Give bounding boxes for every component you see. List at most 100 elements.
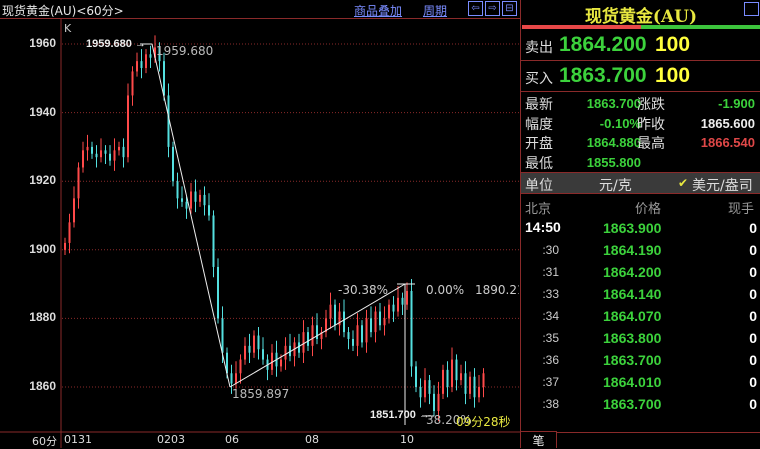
high-label-left: 1959.680 →	[86, 38, 146, 50]
candle-body	[469, 376, 471, 394]
tick-price: 1864.140	[603, 286, 662, 302]
candle-body	[365, 318, 368, 343]
candle-body	[460, 373, 462, 381]
candle-body	[226, 352, 228, 374]
candle-body	[73, 198, 75, 223]
candle-body	[446, 369, 449, 387]
tick-price: 1864.010	[603, 374, 662, 390]
tick-qty: 0	[749, 242, 757, 258]
candle-body	[221, 318, 224, 353]
candle-body	[302, 332, 305, 353]
overlay-link[interactable]: 商品叠加	[354, 4, 403, 18]
candle-body	[316, 325, 318, 339]
candle-body	[271, 352, 273, 370]
unit-label: 单位	[525, 178, 553, 194]
x-tick-label: 08	[305, 433, 319, 446]
unit-usd-option[interactable]: 美元/盎司	[692, 178, 753, 194]
candle-body	[203, 194, 206, 206]
tick-row: :35 1863.800 0	[521, 329, 760, 349]
scroll-left-button[interactable]: ⇦	[468, 1, 483, 16]
tick-row: :37 1864.010 0	[521, 373, 760, 393]
candlestick-chart[interactable]	[0, 19, 520, 448]
candle-body	[482, 373, 485, 387]
candle-body	[176, 181, 179, 199]
tick-price: 1863.900	[603, 220, 662, 236]
tick-qty: 0	[749, 352, 757, 368]
tab-ticks[interactable]: 笔	[521, 431, 557, 448]
candle-body	[104, 150, 107, 154]
period-label: 60分	[32, 435, 57, 448]
y-tick-label: 1880	[29, 310, 56, 325]
layout-button[interactable]: ⊟	[502, 1, 517, 16]
x-tick-label: 06	[225, 433, 239, 446]
candle-body	[428, 380, 431, 394]
candle-body	[68, 222, 71, 243]
candle-body	[82, 150, 84, 168]
check-icon: ✔	[678, 176, 689, 190]
tick-qty: 0	[749, 286, 757, 302]
candle-body	[289, 345, 291, 357]
top-value-label: 1890.21	[475, 283, 519, 297]
tick-time: :31	[542, 265, 559, 279]
candle-body	[230, 373, 233, 384]
tick-row: :30 1864.190 0	[521, 241, 760, 261]
sell-row: 卖出 1864.200 100	[521, 33, 760, 59]
candle-body	[127, 95, 129, 158]
candle-body	[352, 338, 354, 346]
bottom-label-left: 1851.700 →	[370, 409, 430, 421]
candle-body	[311, 325, 314, 346]
candle-body	[86, 146, 89, 151]
sell-label: 卖出	[525, 40, 553, 56]
x-tick-label: 0131	[64, 433, 92, 446]
tick-time: 14:50	[525, 219, 561, 235]
tick-price: 1864.070	[603, 308, 662, 324]
period-link[interactable]: 周期	[423, 4, 448, 18]
candle-body	[401, 297, 404, 305]
candle-body	[392, 304, 395, 312]
candle-body	[100, 150, 102, 158]
candle-body	[253, 335, 255, 353]
stat-value: -0.10%	[599, 115, 641, 131]
candle-body	[347, 332, 350, 339]
candle-body	[419, 387, 422, 398]
candle-body	[244, 345, 246, 360]
sell-price: 1864.200	[559, 33, 647, 56]
countdown-timer: 09分28秒	[456, 415, 511, 429]
tick-row: :33 1864.140 0	[521, 285, 760, 305]
tick-time: :30	[542, 243, 559, 257]
tick-row: :38 1863.700 0	[521, 395, 760, 415]
unit-yuan-option[interactable]: 元/克	[599, 178, 632, 194]
candle-body	[325, 318, 327, 333]
stat-label: 幅度	[525, 116, 553, 133]
y-tick-label: 1860	[29, 379, 56, 393]
tick-price: 1864.200	[603, 264, 662, 280]
candle-body	[451, 359, 453, 387]
scroll-right-button[interactable]: ⇨	[485, 1, 500, 16]
candle-body	[361, 325, 363, 343]
stat-label: 最高	[637, 136, 665, 152]
buy-qty: 100	[655, 64, 691, 87]
candle-body	[158, 47, 161, 62]
maximize-icon[interactable]	[744, 2, 759, 16]
tick-time: :33	[542, 287, 559, 301]
tick-qty: 0	[749, 220, 757, 236]
stat-label: 涨跌	[637, 97, 665, 113]
candle-body	[298, 342, 300, 353]
buy-price: 1863.700	[559, 64, 647, 87]
stat-value: -1.900	[718, 96, 755, 111]
panel-title: 现货黄金(AU)	[584, 7, 698, 27]
retrace-pct-label: -30.38%	[338, 283, 389, 297]
candle-body	[199, 194, 201, 202]
candle-body	[109, 153, 111, 161]
candle-body	[185, 201, 188, 209]
candle-body	[194, 191, 197, 202]
x-tick-label: 0203	[157, 433, 185, 446]
stat-label: 最低	[525, 155, 553, 172]
candle-body	[145, 54, 147, 69]
stat-value: 1855.800	[586, 154, 641, 170]
candle-body	[329, 304, 332, 319]
tick-price: 1863.800	[603, 330, 662, 346]
candle-body	[280, 359, 282, 367]
tick-time: :34	[542, 309, 559, 323]
y-tick-label: 1960	[29, 36, 56, 50]
